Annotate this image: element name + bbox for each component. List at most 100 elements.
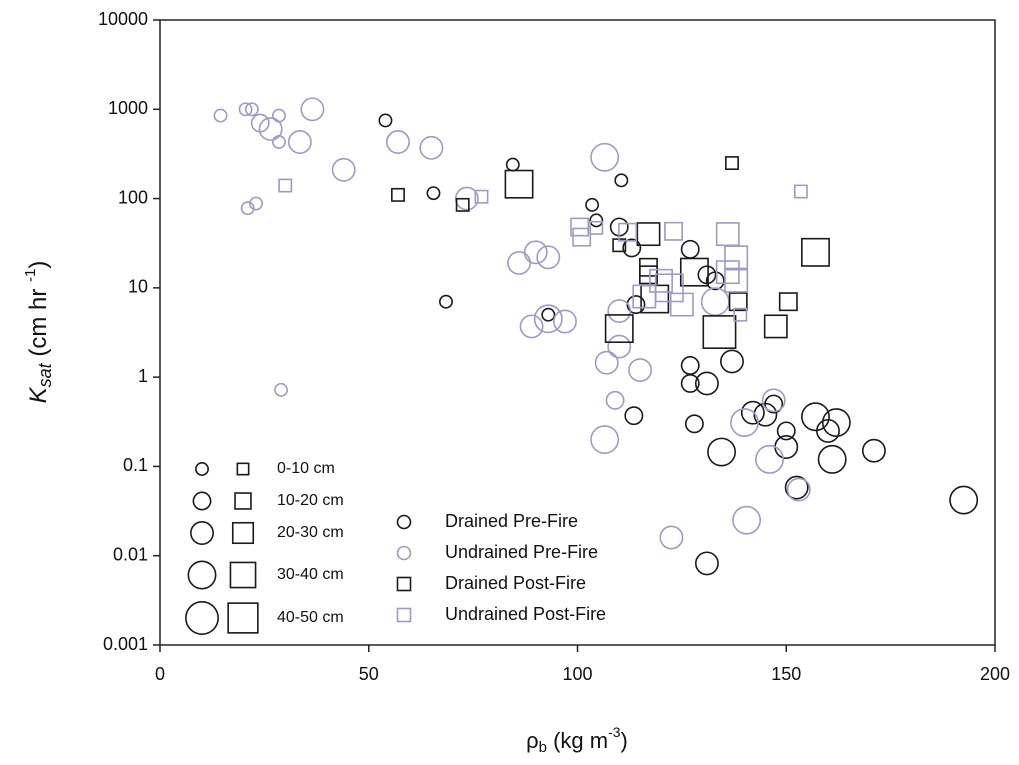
data-point (278, 178, 293, 193)
data-point (632, 284, 657, 309)
data-point (272, 135, 286, 149)
legend-marker (396, 545, 412, 561)
size-legend-label: 20-30 cm (277, 524, 344, 541)
data-point (732, 505, 762, 535)
y-tick-label: 100 (118, 187, 148, 207)
data-point (694, 371, 719, 396)
data-point (816, 418, 840, 443)
data-point (605, 390, 625, 410)
legend-label: Undrained Pre-Fire (445, 542, 598, 562)
data-point (249, 196, 263, 211)
data-point (659, 525, 684, 550)
data-point (594, 350, 619, 375)
data-point (624, 406, 644, 426)
x-title-part: ) (621, 728, 628, 753)
data-point (639, 265, 658, 285)
data-point (331, 157, 356, 182)
data-point (715, 260, 740, 285)
data-point (572, 227, 592, 247)
data-point (272, 108, 286, 123)
data-point (778, 292, 798, 312)
data-point (669, 292, 694, 317)
data-point (733, 307, 748, 322)
data-point (776, 421, 796, 441)
legend-marker (396, 514, 412, 530)
data-point (240, 201, 255, 216)
data-point (720, 349, 744, 374)
data-point (861, 438, 886, 463)
y-tick-label: 0.01 (113, 544, 148, 564)
legend-label: Undrained Post-Fire (445, 604, 606, 624)
y-title-part: (cm hr (25, 282, 52, 363)
data-point (474, 189, 489, 204)
data-point (724, 245, 749, 270)
size-legend-circle (185, 601, 219, 635)
data-point (439, 294, 453, 309)
data-point (590, 142, 620, 172)
data-point (715, 222, 740, 247)
data-point (287, 130, 312, 154)
data-point (523, 240, 548, 265)
data-point (589, 220, 604, 235)
data-point (694, 551, 719, 576)
data-point (607, 299, 632, 323)
data-point (801, 237, 830, 267)
data-point (391, 187, 405, 202)
y-title-part: sat (35, 362, 55, 387)
y-tick-label: 10000 (98, 9, 148, 29)
data-point (455, 197, 470, 212)
y-tick-label: 10 (128, 277, 148, 297)
data-point (533, 304, 563, 334)
x-title-part: -3 (608, 724, 621, 740)
data-point (817, 444, 847, 474)
data-point (654, 273, 684, 303)
data-point (639, 257, 658, 277)
legend-marker (396, 607, 412, 623)
data-point (724, 268, 749, 293)
x-title-part: ρ (526, 728, 539, 753)
data-point (507, 251, 531, 275)
data-point (764, 394, 784, 414)
data-point (680, 356, 700, 375)
data-point (636, 222, 661, 247)
data-point (740, 400, 765, 425)
data-point (705, 271, 725, 291)
y-title-part: K (25, 386, 52, 403)
legend-marker (396, 576, 412, 592)
size-legend-square (231, 521, 255, 545)
data-point (614, 173, 629, 188)
data-point (679, 257, 709, 287)
size-legend-square (234, 492, 252, 510)
data-point (664, 221, 683, 241)
size-legend-label: 40-50 cm (277, 609, 344, 626)
y-tick-label: 0.1 (123, 455, 148, 475)
data-point (786, 477, 811, 502)
data-point (755, 444, 784, 474)
y-tick-label: 1000 (108, 98, 148, 118)
legend-label: Drained Post-Fire (445, 573, 586, 593)
data-point (519, 314, 544, 339)
data-point (622, 238, 642, 258)
data-point (702, 315, 737, 349)
data-point (680, 373, 700, 393)
data-point (553, 309, 577, 334)
data-point (784, 475, 809, 500)
size-legend-circle (187, 560, 217, 590)
size-legend-label: 10-20 cm (277, 492, 344, 509)
x-axis-title: ρb (kg m-3) (526, 724, 628, 756)
data-point (628, 358, 653, 383)
data-point (426, 186, 441, 201)
data-point (801, 402, 830, 432)
size-legend-square (236, 462, 250, 476)
data-point (680, 239, 700, 259)
data-point (300, 97, 325, 122)
data-point (589, 213, 604, 228)
x-tick-label: 150 (771, 664, 801, 684)
y-title-part: -1 (22, 269, 39, 282)
data-point (386, 130, 410, 154)
y-tick-label: 0.001 (103, 634, 148, 654)
y-axis-title: Ksat (cm hr -1) (22, 261, 55, 404)
data-point (536, 245, 561, 270)
